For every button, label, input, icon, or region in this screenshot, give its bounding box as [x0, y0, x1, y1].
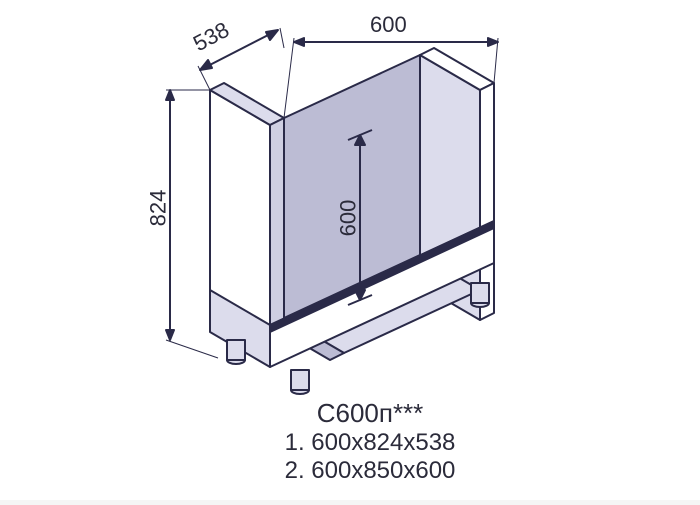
diagram-canvas	[0, 0, 700, 500]
